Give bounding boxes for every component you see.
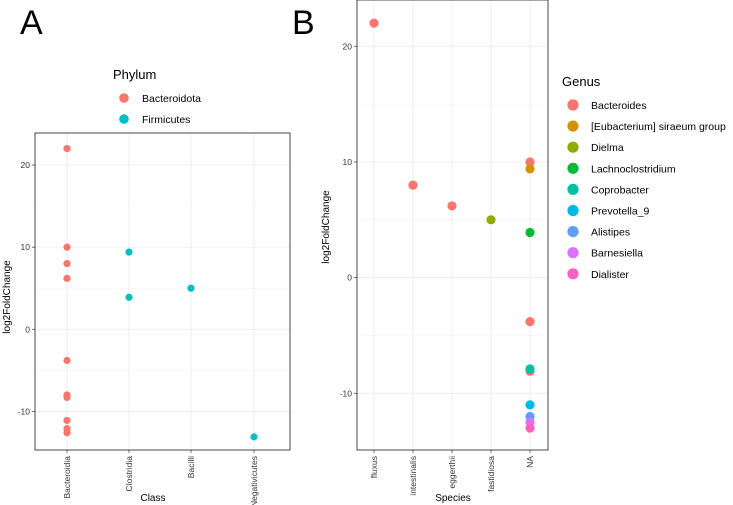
legend-b-key-eubacterium-siraeum-group (567, 120, 579, 132)
panel-b-point-bacteroides (408, 180, 418, 190)
panel-a-legend-title: Phylum (113, 67, 156, 82)
panel-a-x-axis-title: Class (140, 493, 165, 504)
panel-a-x-tick-label-negativicutes: Negativicutes (249, 456, 259, 505)
panel-b-point-bacteroides (447, 201, 457, 211)
panel-letter-a: A (20, 4, 43, 42)
panel-a-y-tick-label: -10 (18, 406, 31, 416)
legend-b-label-dielma: Dielma (591, 142, 624, 154)
legend-b-label-dialister: Dialister (591, 269, 629, 281)
panel-a-plot: -10 0 10 20 Bacteroidia Clostridia Bacilli Nega… (2, 132, 291, 505)
panel-a-border (34, 132, 291, 451)
panel-b-x-tick-label-na: NA (525, 456, 535, 468)
panel-a-x-tick-label-bacteroidia: Bacteroidia (62, 456, 72, 499)
legend-b-key-dielma (567, 141, 579, 153)
legend-b-key-bacteroides (567, 99, 579, 111)
panel-a-point-bacteroidota (63, 259, 71, 268)
panel-b-point-prevotella-9 (525, 400, 535, 410)
panel-b-point-bacteroides (525, 316, 535, 327)
legend-a-key-bacteroidota (119, 93, 129, 103)
panel-b-y-axis-title: log2FoldChange (321, 190, 332, 264)
panel-b-plot: -10 0 10 20 fluxus intestinalis eggerthii fasti… (321, 0, 549, 504)
legend-b-label-prevotella-9: Prevotella_9 (591, 206, 650, 218)
panel-b-legend: Genus Bacteroides [Eubacterium] siraeum g… (562, 74, 726, 281)
panel-b-point-eubacterium-siraeum-group (525, 164, 535, 174)
panel-b-points (369, 18, 535, 433)
legend-b-key-prevotella-9 (567, 204, 579, 217)
legend-b-key-lachnoclostridium (567, 162, 579, 174)
legend-b-label-eubacterium-siraeum-group: [Eubacterium] siraeum group (591, 121, 726, 133)
panel-b-border (356, 0, 549, 451)
panel-b-x-tick-label-fastidiosa: fastidiosa (486, 456, 496, 492)
panel-a-point-bacteroidota (63, 243, 71, 251)
panel-a-ticks: -10 0 10 20 Bacteroidia Clostridia Bacilli Nega… (18, 160, 259, 505)
panel-a-y-tick-label: 0 (25, 324, 30, 334)
panel-a-point-firmicutes (125, 248, 133, 256)
panel-b-x-axis-title: Species (435, 493, 471, 504)
panel-a-point-bacteroidota (63, 274, 71, 282)
panel-a-point-bacteroidota (63, 145, 71, 153)
panel-a-point-firmicutes (187, 284, 195, 292)
panel-b-y-tick-label: 20 (343, 41, 353, 51)
panel-a-y-tick-label: 10 (21, 242, 31, 252)
panel-a-point-bacteroidota (63, 429, 71, 437)
panel-b-x-tick-label-eggerthii: eggerthii (447, 456, 457, 489)
legend-a-label-bacteroidota: Bacteroidota (142, 93, 201, 105)
panel-b-point-dielma (486, 215, 496, 225)
panel-letter-b: B (292, 4, 315, 42)
legend-b-label-lachnoclostridium: Lachnoclostridium (591, 163, 676, 175)
panel-a-point-bacteroidota (63, 393, 71, 402)
panel-a-x-tick-label-clostridia: Clostridia (124, 456, 134, 492)
legend-a-label-firmicutes: Firmicutes (142, 114, 190, 126)
legend-b-key-dialister (567, 268, 579, 280)
panel-b-legend-title: Genus (562, 74, 601, 89)
legend-b-label-bacteroides: Bacteroides (591, 100, 646, 112)
panel-b-point-bacteroides (369, 18, 379, 28)
panel-a-y-axis-title: log2FoldChange (2, 260, 13, 334)
panel-a-point-firmicutes (125, 293, 133, 301)
panel-b-point-bacteroides (525, 157, 535, 167)
panel-b-point-coprobacter (525, 364, 535, 374)
panel-a-point-bacteroidota (63, 416, 71, 425)
panel-b-y-tick-label: 10 (343, 157, 353, 167)
legend-b-label-alistipes: Alistipes (591, 227, 630, 239)
panel-a-x-tick-label-bacilli: Bacilli (186, 456, 196, 478)
panel-b-point-dialister (525, 423, 535, 433)
panel-b-x-tick-label-fluxus: fluxus (369, 456, 379, 478)
panel-b-point-lachnoclostridium (525, 227, 535, 238)
panel-b-x-tick-label-intestinalis: intestinalis (408, 456, 418, 496)
legend-b-label-coprobacter: Coprobacter (591, 184, 649, 196)
legend-a-key-firmicutes (119, 114, 129, 124)
panel-a-point-firmicutes (250, 433, 258, 441)
legend-b-label-barnesiella: Barnesiella (591, 248, 643, 260)
panel-b-y-tick-label: 0 (347, 273, 352, 283)
panel-a-points (63, 145, 258, 441)
panel-a-y-tick-label: 20 (21, 160, 31, 170)
legend-b-key-barnesiella (567, 247, 579, 259)
panel-b-ticks: -10 0 10 20 fluxus intestinalis eggerthii fasti… (340, 41, 535, 495)
legend-b-key-alistipes (567, 226, 579, 238)
legend-b-key-coprobacter (567, 183, 579, 195)
panel-a-point-bacteroidota (63, 356, 71, 365)
panel-b-y-tick-label: -10 (340, 388, 353, 398)
panel-a-legend: Phylum Bacteroidota Firmicutes (113, 67, 201, 126)
